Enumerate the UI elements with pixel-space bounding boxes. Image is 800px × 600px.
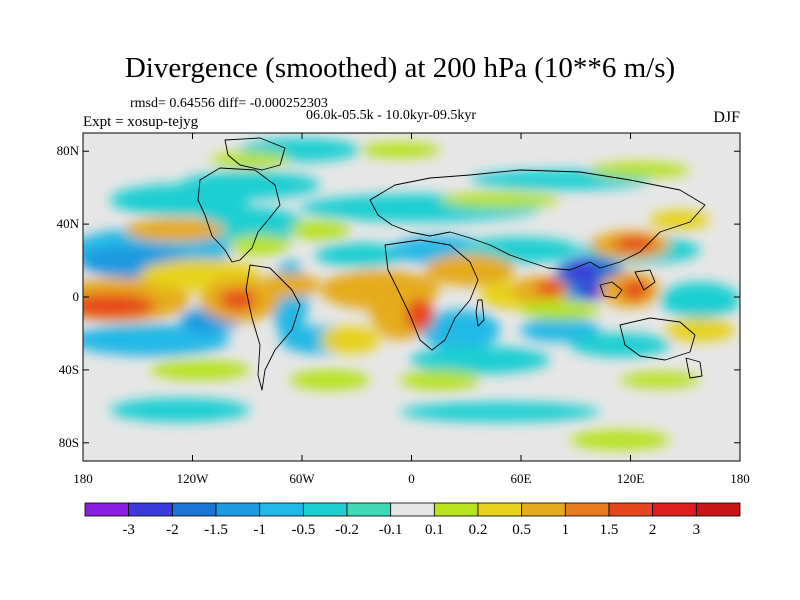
lon-tick-label: 120E (617, 471, 645, 486)
colorbar-level-label: -0.5 (291, 522, 315, 538)
colorbar-swatch (84, 502, 130, 517)
season-label: DJF (713, 109, 740, 126)
period-line: 06.0k-05.5k - 10.0kyr-09.5kyr (306, 108, 477, 123)
colorbar-level-label: -0.1 (379, 522, 403, 538)
lat-tick-label: 80S (59, 435, 79, 450)
plot-title: Divergence (smoothed) at 200 hPa (10**6 … (124, 52, 676, 84)
colorbar-swatch (521, 502, 566, 517)
lat-tick-label: 80N (57, 143, 80, 158)
colorbar-swatch (259, 502, 304, 517)
latitude-axis: 80N 40N 0 40S 80S (57, 143, 740, 450)
lat-tick-label: 40S (59, 362, 79, 377)
colorbar-swatch (302, 502, 348, 517)
longitude-axis: 180 120W 60W 0 60E 120E 180 (73, 133, 750, 486)
colorbar: -3 -2 -1.5 -1 -0.5 -0.2 -0.1 0.1 0.2 0.5 1 1.5 2 3 (84, 502, 741, 538)
coastlines (197, 137, 706, 391)
colorbar-swatch (652, 502, 697, 517)
colorbar-swatch (695, 502, 741, 517)
lon-tick-label: 180 (73, 471, 93, 486)
colorbar-level-label: 3 (693, 522, 701, 538)
colorbar-level-label: -2 (166, 522, 179, 538)
colorbar-swatch (477, 502, 523, 517)
colorbar-level-label: 2 (649, 522, 657, 538)
map-field (83, 133, 740, 461)
lon-tick-label: 60W (289, 471, 315, 486)
colorbar-level-label: -3 (122, 522, 135, 538)
lat-tick-label: 0 (73, 289, 80, 304)
colorbar-swatch (128, 502, 173, 517)
colorbar-swatch (564, 502, 610, 517)
colorbar-level-label: 1.5 (600, 522, 619, 538)
colorbar-level-label: 0.2 (469, 522, 488, 538)
colorbar-level-label: -1 (253, 522, 266, 538)
colorbar-swatch (608, 502, 654, 517)
lon-tick-label: 60E (511, 471, 532, 486)
divergence-field (83, 138, 740, 450)
colorbar-swatch (171, 502, 217, 517)
colorbar-level-label: -1.5 (204, 522, 228, 538)
lon-tick-label: 120W (177, 471, 210, 486)
colorbar-swatch (390, 502, 435, 517)
colorbar-level-label: -0.2 (335, 522, 359, 538)
lat-tick-label: 40N (57, 216, 80, 231)
lon-tick-label: 0 (408, 471, 415, 486)
colorbar-level-label: 0.5 (512, 522, 531, 538)
stats-line: rmsd= 0.64556 diff= -0.000252303 (130, 96, 328, 111)
colorbar-level-label: 0.1 (425, 522, 444, 538)
colorbar-swatch (215, 502, 261, 517)
experiment-line: Expt = xosup-tejyg (83, 114, 199, 130)
lon-tick-label: 180 (730, 471, 750, 486)
colorbar-swatch (346, 502, 392, 517)
colorbar-swatch (433, 502, 479, 517)
colorbar-level-label: 1 (562, 522, 570, 538)
